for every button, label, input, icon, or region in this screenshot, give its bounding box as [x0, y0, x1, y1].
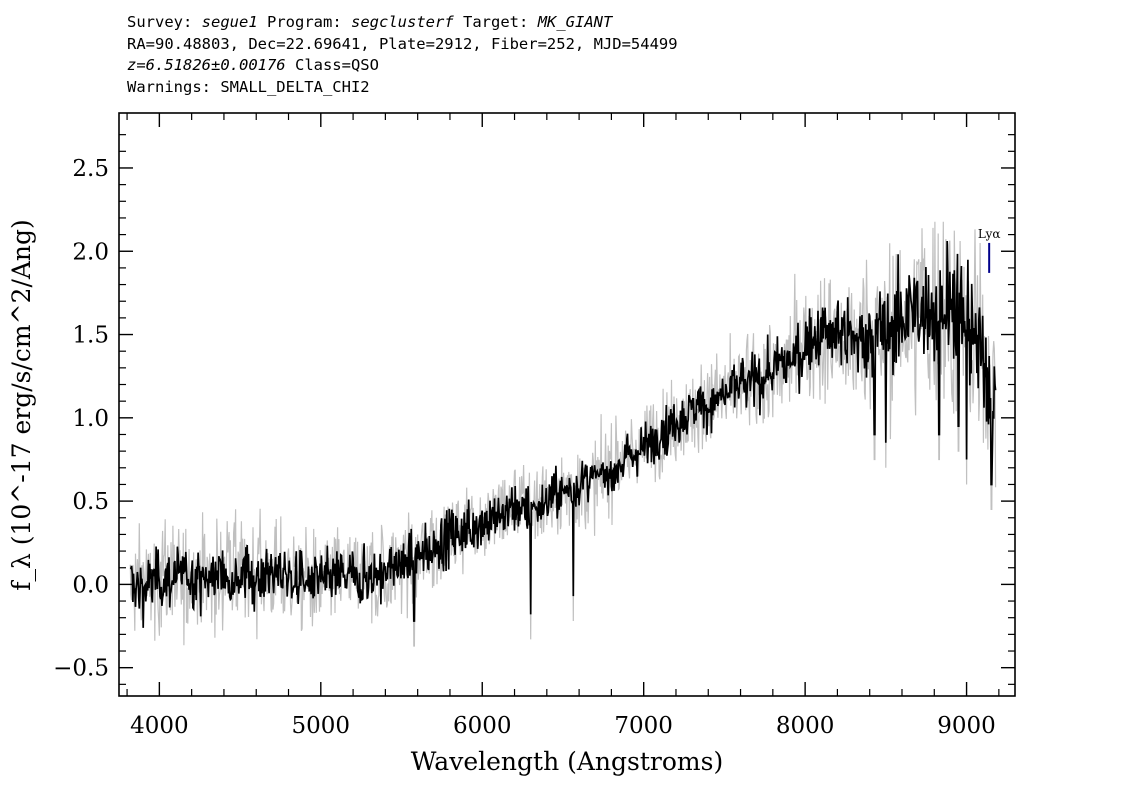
header-line-warnings: Warnings: SMALL_DELTA_CHI2	[127, 77, 370, 96]
x-tick-label: 7000	[614, 713, 673, 739]
lyman-alpha-label: Lyα	[978, 227, 1001, 241]
annotation-layer: Lyα	[978, 227, 1001, 273]
y-tick-label: 1.0	[72, 406, 109, 432]
target-value: MK_GIANT	[537, 13, 613, 31]
x-tick-label: 8000	[776, 713, 835, 739]
flux-layer	[129, 240, 997, 628]
x-axis-title: Wavelength (Angstroms)	[411, 747, 723, 776]
redshift-value: z=6.51826±0.00176	[127, 56, 286, 74]
header-line-redshift: z=6.51826±0.00176 Class=QSO	[127, 55, 678, 77]
survey-label: Survey:	[127, 13, 193, 31]
spectrum-header: Survey: segue1 Program: segclusterf Targ…	[127, 12, 678, 98]
program-label: Program:	[267, 13, 342, 31]
y-tick-label: 2.0	[72, 239, 109, 265]
x-tick-label: 4000	[130, 713, 189, 739]
y-tick-label: 0.5	[72, 489, 109, 515]
program-value: segclusterf	[351, 13, 454, 31]
y-tick-label: 0.0	[72, 572, 109, 598]
target-label: Target:	[463, 13, 529, 31]
survey-value: segue1	[201, 13, 258, 31]
flux-spectrum-line	[129, 240, 997, 628]
y-tick-label: −0.5	[53, 656, 109, 682]
y-axis-title: f_λ (10^-17 erg/s/cm^2/Ang)	[7, 219, 36, 591]
class-value: Class=QSO	[294, 56, 379, 74]
tick-layer: 4000 5000 6000 7000 8000 9000 −0.5 0.0 0.5 1.0 1.5…	[53, 113, 1015, 739]
header-line-coordinates: RA=90.48803, Dec=22.69641, Plate=2912, F…	[127, 34, 678, 53]
header-line-survey: Survey: segue1 Program: segclusterf Targ…	[127, 12, 678, 34]
x-tick-label: 5000	[292, 713, 351, 739]
x-tick-label: 6000	[453, 713, 512, 739]
x-tick-label: 9000	[937, 713, 996, 739]
y-tick-label: 2.5	[72, 156, 109, 182]
y-tick-label: 1.5	[72, 323, 109, 349]
plot-frame	[118, 112, 1016, 697]
